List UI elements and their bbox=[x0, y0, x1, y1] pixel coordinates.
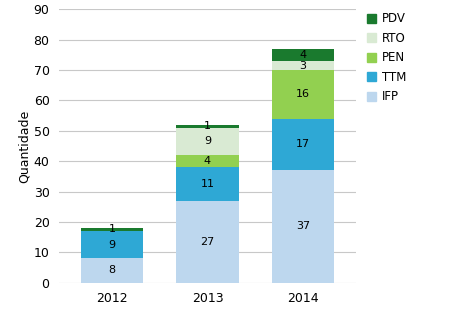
Text: 1: 1 bbox=[108, 225, 115, 235]
Bar bbox=[272, 70, 334, 119]
Text: 3: 3 bbox=[299, 61, 306, 71]
Bar bbox=[272, 61, 334, 70]
Bar bbox=[81, 258, 142, 283]
Legend: PDV, RTO, PEN, TTM, IFP: PDV, RTO, PEN, TTM, IFP bbox=[364, 10, 408, 106]
Text: 4: 4 bbox=[203, 156, 211, 166]
Bar bbox=[176, 201, 238, 283]
Text: 8: 8 bbox=[108, 265, 115, 275]
Bar bbox=[272, 170, 334, 283]
Text: 16: 16 bbox=[295, 89, 309, 100]
Text: 4: 4 bbox=[299, 50, 306, 60]
Bar bbox=[176, 167, 238, 201]
Bar bbox=[176, 125, 238, 128]
Text: 37: 37 bbox=[295, 221, 309, 231]
Bar bbox=[272, 119, 334, 170]
Text: 9: 9 bbox=[203, 137, 211, 146]
Text: 1: 1 bbox=[203, 121, 211, 131]
Text: 9: 9 bbox=[108, 240, 115, 250]
Text: 11: 11 bbox=[200, 179, 214, 189]
Text: 27: 27 bbox=[200, 237, 214, 246]
Bar bbox=[81, 228, 142, 231]
Bar bbox=[176, 128, 238, 155]
Bar bbox=[272, 49, 334, 61]
Bar bbox=[176, 155, 238, 167]
Bar bbox=[81, 231, 142, 258]
Y-axis label: Quantidade: Quantidade bbox=[18, 109, 31, 183]
Text: 17: 17 bbox=[295, 139, 309, 149]
